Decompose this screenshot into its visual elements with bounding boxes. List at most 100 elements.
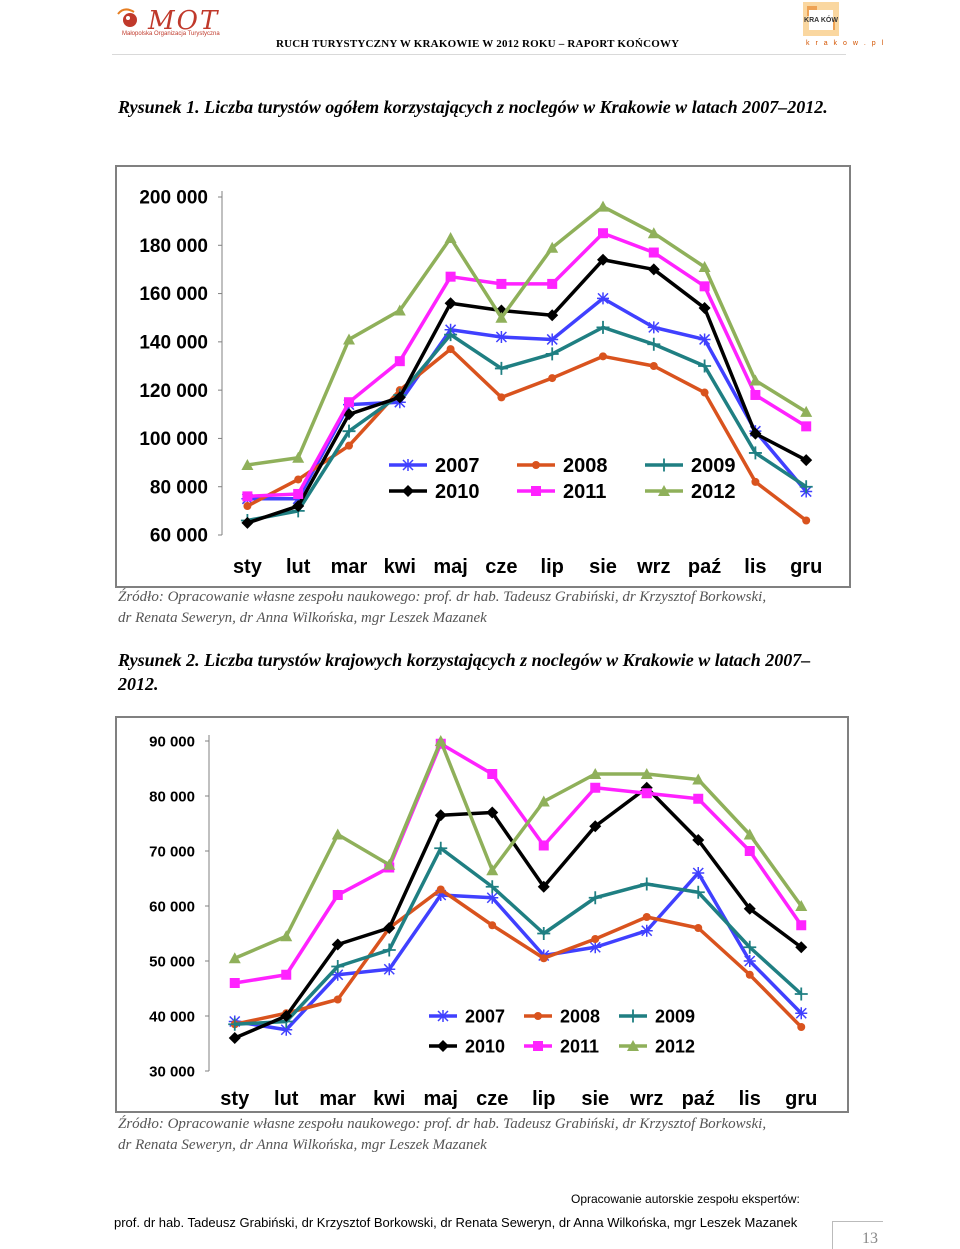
y-tick-label: 120 000 (139, 381, 208, 402)
series-line-2009 (247, 325, 808, 523)
legend-label-2010: 2010 (465, 1036, 505, 1056)
data-point-2009 (494, 361, 508, 375)
data-point-2012 (589, 768, 602, 779)
data-point-2012 (241, 458, 254, 470)
data-point-2012 (393, 304, 406, 316)
data-point-2011 (547, 278, 558, 289)
header-divider (112, 54, 846, 55)
data-point-2008 (797, 1023, 806, 1031)
x-tick-label: mar (319, 1088, 356, 1110)
data-point-2009 (342, 424, 356, 438)
data-point-2011 (699, 281, 710, 292)
x-tick-label: kwi (373, 1088, 405, 1110)
data-point-2009 (444, 328, 458, 342)
legend-marker-2008 (532, 461, 540, 469)
legend-marker-2007 (437, 1010, 449, 1022)
x-tick-label: cze (485, 556, 517, 578)
chart2: 30 000 40 000 50 000 60 000 70 000 80 000 90 0… (149, 733, 817, 1110)
data-point-2010 (434, 809, 447, 822)
data-point-2010 (241, 516, 254, 529)
data-point-2007 (546, 333, 559, 346)
figure2-caption: Rysunek 2. Liczba turystów krajowych kor… (118, 650, 811, 694)
data-point-2009 (748, 446, 762, 460)
data-point-2012 (383, 858, 396, 870)
y-tick-label: 60 000 (149, 898, 195, 915)
data-point-2009 (640, 877, 654, 891)
legend-marker-2011 (531, 486, 541, 496)
x-tick-label: lut (274, 1088, 299, 1110)
series-2011 (229, 738, 807, 988)
data-point-2007 (495, 331, 508, 344)
legend-label-2008: 2008 (560, 1006, 600, 1026)
x-tick-label: gru (785, 1088, 817, 1110)
data-point-2008 (539, 954, 548, 963)
data-point-2007 (647, 321, 660, 334)
x-tick-label: mar (331, 556, 368, 578)
data-point-2009 (434, 841, 448, 855)
legend-marker-2010 (437, 1040, 449, 1052)
figure2-source-line2: dr Renata Seweryn, dr Anna Wilkońska, mg… (118, 1137, 487, 1153)
legend-label-2008: 2008 (563, 455, 608, 477)
data-point-2011 (590, 782, 601, 793)
data-point-2010 (647, 263, 660, 276)
legend-marker-2008 (534, 1012, 542, 1020)
legend-marker-2012 (658, 485, 670, 496)
y-tick-label: 70 000 (149, 843, 195, 860)
data-point-2011 (641, 788, 652, 799)
figure1-source-line1: Źródło: Opracowanie własne zespołu nauko… (118, 589, 767, 605)
data-point-2010 (589, 820, 602, 833)
x-tick-label: maj (424, 1088, 458, 1110)
data-point-2010 (331, 938, 344, 951)
legend-marker-2011 (533, 1041, 543, 1051)
krakow-url: k r a k o w . p l (806, 40, 886, 47)
data-point-2010 (383, 922, 396, 934)
data-point-2010 (743, 902, 756, 915)
data-point-2009 (596, 320, 610, 334)
data-point-2012 (444, 232, 457, 244)
legend-marker-2009 (626, 1009, 640, 1023)
figure1-caption: Rysunek 1. Liczba turystów ogółem korzys… (118, 97, 828, 117)
data-point-2010 (597, 253, 609, 266)
data-point-2010 (228, 1032, 241, 1044)
data-point-2012 (800, 405, 813, 417)
series-line-2012 (247, 204, 808, 467)
data-point-2010 (800, 454, 813, 467)
figure1-source: Źródło: Opracowanie własne zespołu nauko… (118, 587, 838, 629)
data-point-2008 (599, 352, 607, 361)
data-point-2011 (648, 247, 659, 258)
data-point-2011 (496, 278, 507, 289)
data-point-2012 (647, 227, 660, 239)
legend-label-2009: 2009 (691, 455, 736, 477)
legend-label-2009: 2009 (655, 1006, 695, 1026)
data-point-2008 (446, 345, 455, 354)
legend-marker-2012 (627, 1040, 639, 1051)
data-point-2009 (331, 960, 345, 973)
data-point-2012 (692, 773, 705, 785)
series-line-2008 (246, 347, 808, 522)
data-point-2012 (698, 261, 711, 273)
y-tick-label: 80 000 (149, 788, 195, 805)
legend-marker-2010 (402, 485, 414, 497)
data-point-2010 (280, 1010, 293, 1022)
y-tick-label: 160 000 (139, 284, 208, 305)
data-point-2009 (588, 891, 602, 905)
data-point-2011 (744, 846, 755, 856)
data-point-2008 (751, 477, 760, 486)
data-point-2012 (228, 952, 241, 964)
figure2-source: Źródło: Opracowanie własne zespołu nauko… (118, 1114, 838, 1156)
data-point-2012 (331, 828, 344, 840)
data-point-2009 (691, 885, 705, 899)
data-point-2011 (229, 978, 240, 988)
data-point-2012 (743, 828, 756, 840)
data-point-2010 (292, 500, 305, 513)
data-point-2010 (343, 408, 355, 421)
data-point-2011 (293, 488, 304, 499)
data-point-2009 (382, 943, 396, 957)
data-point-2011 (796, 920, 807, 931)
data-point-2010 (444, 297, 457, 310)
x-tick-label: sie (581, 1088, 609, 1110)
x-tick-label: cze (476, 1088, 508, 1110)
data-point-2010 (546, 309, 559, 322)
data-point-2011 (445, 271, 456, 282)
series-line-2010 (234, 786, 803, 1040)
